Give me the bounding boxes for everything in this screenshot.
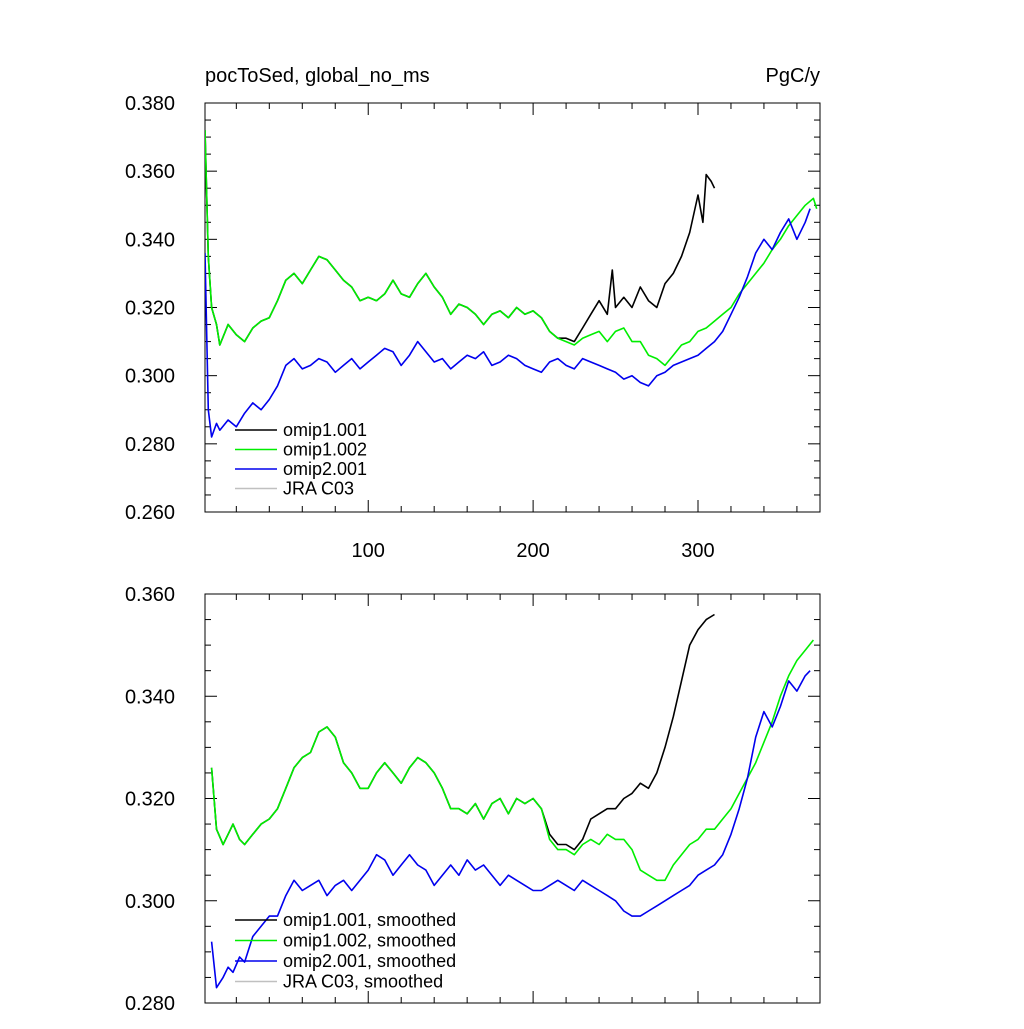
y-tick-label: 0.380 [125, 93, 175, 115]
y-tick-label: 0.280 [125, 993, 175, 1015]
chart-panel-1: 0.260 0.280 0.300 0.320 0.340 0.360 0.380 100 20… [125, 65, 821, 562]
y-tick-label: 0.300 [125, 366, 175, 388]
y-tick-label: 0.320 [125, 789, 175, 811]
legend-label: omip1.002 [283, 440, 367, 460]
legend-label: omip1.001, smoothed [283, 910, 456, 930]
y-tick-label: 0.260 [125, 502, 175, 524]
legend-label: omip1.002, smoothed [283, 931, 456, 951]
legend-label: JRA C03 [283, 479, 354, 499]
y-tick-label: 0.340 [125, 229, 175, 251]
series-line-1 [210, 613, 715, 851]
chart-panel-2: 0.280 0.300 0.320 0.340 0.360 omip1.001, smoo… [125, 584, 821, 1015]
x-tick-label: 100 [352, 540, 385, 562]
chart-title: pocToSed, global_no_ms [205, 65, 430, 87]
legend-label: omip2.001 [283, 459, 367, 479]
y-tick-label: 0.360 [125, 584, 175, 606]
series-line-2 [205, 130, 818, 367]
y-tick-label: 0.340 [125, 686, 175, 708]
legend-label: JRA C03, smoothed [283, 972, 443, 992]
series-line-1 [205, 130, 716, 346]
x-tick-label: 300 [681, 540, 714, 562]
x-tick-label: 200 [516, 540, 549, 562]
y-tick-label: 0.300 [125, 891, 175, 913]
series-line-2 [210, 639, 815, 882]
legend-label: omip2.001, smoothed [283, 951, 456, 971]
units-label: PgC/y [766, 65, 820, 87]
series-line-3 [210, 670, 811, 989]
y-tick-label: 0.360 [125, 161, 175, 183]
legend-label: omip1.001 [283, 420, 367, 440]
y-tick-label: 0.320 [125, 298, 175, 320]
series-line-3 [205, 208, 811, 438]
y-tick-label: 0.280 [125, 434, 175, 456]
